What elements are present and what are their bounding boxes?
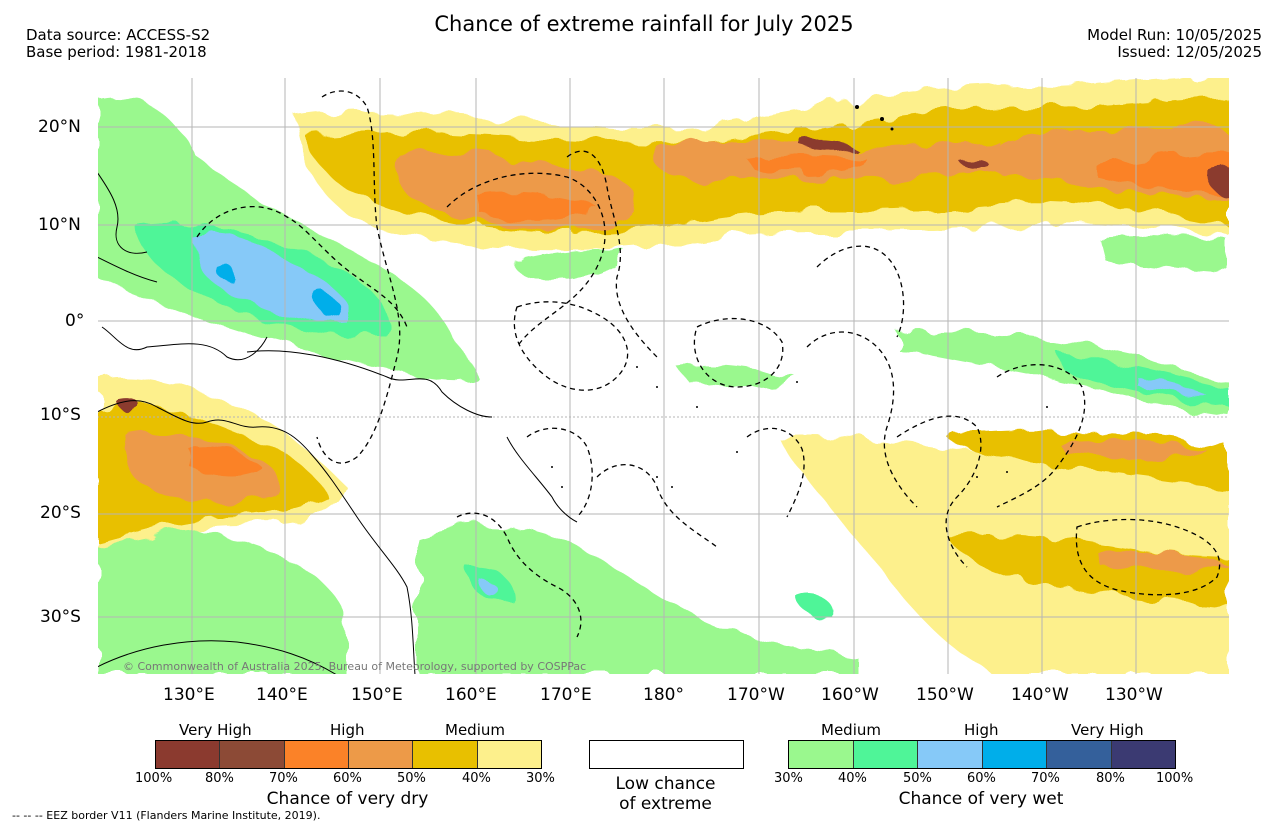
wet-tick: 100% <box>1156 771 1194 786</box>
probability-fields <box>97 77 1230 675</box>
map-title: Chance of extreme rainfall for July 2025 <box>434 12 854 36</box>
dry-tick: 50% <box>397 771 426 786</box>
lon-label-140e: 140°E <box>256 685 308 705</box>
lon-label-140w: 140°W <box>1011 685 1069 705</box>
rainfall-map <box>97 77 1230 675</box>
lon-label-180: 180° <box>643 685 684 705</box>
dry-colorbar <box>155 740 542 769</box>
dry-zone-north-50 <box>393 126 1230 231</box>
lon-label-150e: 150°E <box>351 685 403 705</box>
data-source-text: Data source: ACCESS-S2 <box>26 26 211 44</box>
wet-swatch-3 <box>982 741 1047 768</box>
wet-strip-east-2 <box>897 330 1230 417</box>
lon-label-170e: 170°E <box>540 685 592 705</box>
dry-tick: 70% <box>269 771 298 786</box>
dry-zone-north-80 <box>802 139 1230 195</box>
wet-swatch-1 <box>853 741 918 768</box>
wet-tick: 80% <box>1096 771 1125 786</box>
wet-strip-mid-south <box>677 365 797 386</box>
wet-level-high: High <box>964 721 999 739</box>
dry-zone-australia-80 <box>117 400 142 413</box>
dry-level-very-high: Very High <box>179 721 252 739</box>
dry-swatch-0 <box>156 741 221 768</box>
dry-zone-australia-60 <box>187 445 262 476</box>
wet-level-very-high: Very High <box>1071 721 1144 739</box>
dry-tick: 100% <box>135 771 173 786</box>
lat-label-20s: 20°S <box>40 503 81 523</box>
low-chance-swatch <box>589 740 744 769</box>
low-chance-line1: Low chance <box>615 774 716 794</box>
lon-label-160e: 160°E <box>445 685 497 705</box>
dry-level-medium: Medium <box>445 721 505 739</box>
lon-label-130w: 130°W <box>1105 685 1163 705</box>
wet-tick: 70% <box>1031 771 1060 786</box>
copyright-text: © Commonwealth of Australia 2025, Bureau… <box>123 660 587 673</box>
wet-zone-west-50 <box>191 234 350 323</box>
wet-tick: 30% <box>774 771 803 786</box>
lat-label-10n: 10°N <box>38 215 81 235</box>
dry-tick: 80% <box>205 771 234 786</box>
wet-swatch-4 <box>1047 741 1112 768</box>
dry-swatch-5 <box>477 741 541 768</box>
dry-zone-southeast-50 <box>1057 439 1227 572</box>
wet-swatch-0 <box>789 741 854 768</box>
wet-level-medium: Medium <box>821 721 881 739</box>
low-chance-line2: of extreme <box>619 794 712 814</box>
wet-tick: 40% <box>838 771 867 786</box>
dry-tick: 60% <box>333 771 362 786</box>
dry-swatch-3 <box>348 741 414 768</box>
lon-label-130e: 130°E <box>163 685 215 705</box>
wet-zone-south-50 <box>482 581 498 599</box>
low-chance-caption: Low chance of extreme <box>589 774 742 814</box>
wet-zone-south-medium <box>97 514 857 675</box>
base-period-text: Base period: 1981-2018 <box>26 43 207 61</box>
dry-tick: 40% <box>462 771 491 786</box>
lon-label-160w: 160°W <box>821 685 879 705</box>
islands <box>551 105 1048 488</box>
issued-text: Issued: 12/05/2025 <box>1117 43 1262 61</box>
lon-label-170w: 170°W <box>727 685 785 705</box>
lat-label-10s: 10°S <box>40 405 81 425</box>
dry-swatch-4 <box>413 741 478 768</box>
lat-label-20n: 20°N <box>38 117 81 137</box>
wet-tick: 50% <box>903 771 932 786</box>
lat-label-0: 0° <box>65 311 85 331</box>
wet-colorbar <box>788 740 1176 769</box>
data-source-info: Data source: ACCESS-S2 Base period: 1981… <box>26 27 210 61</box>
wet-strip-east-2-blue <box>1137 377 1207 396</box>
wet-caption: Chance of very wet <box>898 789 1064 809</box>
eez-note: -- -- -- EEZ border V11 (Flanders Marine… <box>12 809 321 822</box>
eez-borders <box>196 90 1221 638</box>
wet-tick: 60% <box>967 771 996 786</box>
lon-label-150w: 150°W <box>916 685 974 705</box>
map-frame <box>97 77 1230 675</box>
model-run-text: Model Run: 10/05/2025 <box>1087 26 1262 44</box>
coastlines <box>97 171 578 675</box>
dry-caption: Chance of very dry <box>266 789 429 809</box>
dry-swatch-2 <box>284 741 349 768</box>
graticule <box>97 77 1230 675</box>
wet-strip-east-1 <box>1097 235 1230 272</box>
dry-swatch-1 <box>220 741 285 768</box>
wet-strip-central <box>516 250 627 281</box>
wet-swatch-2 <box>918 741 983 768</box>
wet-zone-west-60 <box>212 260 338 317</box>
run-info: Model Run: 10/05/2025 Issued: 12/05/2025 <box>1087 27 1262 61</box>
dry-level-high: High <box>330 721 365 739</box>
wet-swatch-5 <box>1111 741 1175 768</box>
dry-tick: 30% <box>526 771 555 786</box>
lat-label-30s: 30°S <box>40 607 81 627</box>
